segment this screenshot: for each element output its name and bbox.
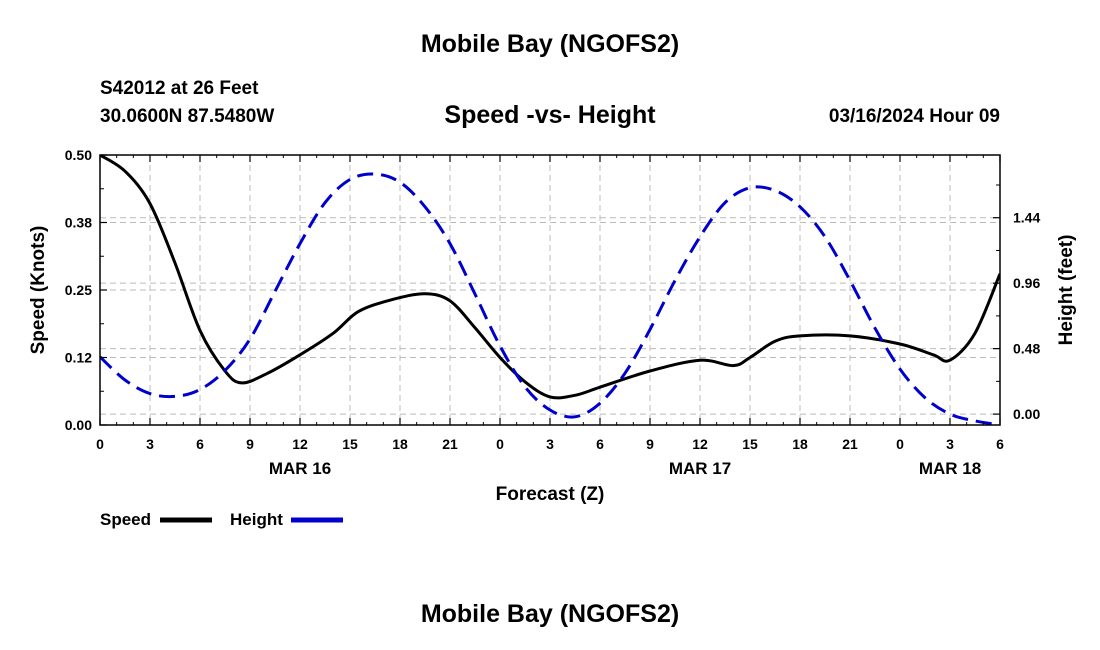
x-tick-label: 18 xyxy=(792,436,808,452)
x-tick-label: 3 xyxy=(946,436,954,452)
x-tick-label: 3 xyxy=(546,436,554,452)
series-layer xyxy=(100,155,1000,425)
x-tick-label: 15 xyxy=(342,436,358,452)
x-tick-label: 21 xyxy=(842,436,858,452)
y2-tick-label: 0.00 xyxy=(1013,406,1040,422)
x-tick-label: 18 xyxy=(392,436,408,452)
x-tick-label: 0 xyxy=(96,436,104,452)
x-tick-label: 21 xyxy=(442,436,458,452)
y-tick-label: 0.12 xyxy=(65,350,92,366)
legend-speed-label: Speed xyxy=(100,510,151,529)
x-tick-label: 0 xyxy=(896,436,904,452)
y2-tick-label: 0.48 xyxy=(1013,341,1040,357)
legend: Speed Height xyxy=(100,510,343,529)
grid xyxy=(100,155,1000,425)
y2-axis-label: Height (feet) xyxy=(1056,235,1077,346)
forecast-timestamp: 03/16/2024 Hour 09 xyxy=(828,106,1000,127)
y2-tick-label: 1.44 xyxy=(1013,210,1040,226)
x-tick-label: 3 xyxy=(146,436,154,452)
series-line-height xyxy=(100,172,1000,425)
y2-tick-label: 0.96 xyxy=(1013,275,1040,291)
date-label: MAR 16 xyxy=(269,459,331,478)
y-tick-label: 0.50 xyxy=(65,147,92,163)
station-coordinates: 30.0600N 87.5480W xyxy=(100,106,275,127)
x-tick-label: 6 xyxy=(596,436,604,452)
page-title: Mobile Bay (NGOFS2) xyxy=(420,30,680,58)
legend-height-label: Height xyxy=(230,510,283,529)
chart-title: Speed -vs- Height xyxy=(444,101,656,129)
station-label: S42012 at 26 Feet xyxy=(100,78,259,99)
y-tick-label: 0.00 xyxy=(65,417,92,433)
x-axis-label: Forecast (Z) xyxy=(496,484,605,505)
x-tick-label: 15 xyxy=(742,436,758,452)
date-label: MAR 17 xyxy=(669,459,731,478)
x-tick-label: 12 xyxy=(692,436,708,452)
x-tick-label: 12 xyxy=(292,436,308,452)
footer-title: Mobile Bay (NGOFS2) xyxy=(420,600,680,628)
x-tick-label: 6 xyxy=(196,436,204,452)
x-tick-label: 6 xyxy=(996,436,1004,452)
y-tick-label: 0.38 xyxy=(65,215,92,231)
y-tick-label: 0.25 xyxy=(65,282,92,298)
date-label: MAR 18 xyxy=(919,459,981,478)
x-tick-label: 9 xyxy=(246,436,254,452)
axes: 0 3 6 9 12 15 18 21 0 3 6 9 12 15 18 21 0 3 6 MAR 16 MAR 17 M… xyxy=(65,147,1041,478)
x-tick-label: 0 xyxy=(496,436,504,452)
y-axis-label: Speed (Knots) xyxy=(28,226,49,355)
x-tick-label: 9 xyxy=(646,436,654,452)
